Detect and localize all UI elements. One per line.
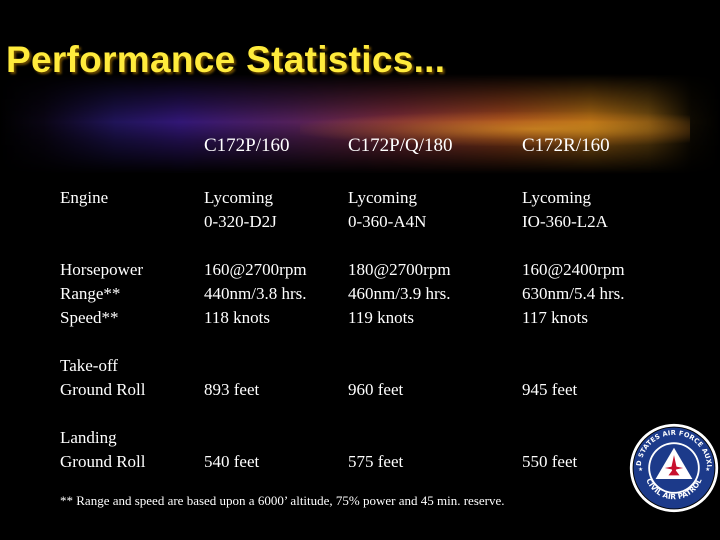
horsepower-c172r-160: 160@2400rpm [522,260,625,279]
speed-c172p-160: 118 knots [204,308,270,327]
row-label-landing-line2: Ground Roll [60,452,146,471]
footnote: ** Range and speed are based upon a 6000… [60,493,505,508]
landing-c172r-160: 550 feet [522,452,578,471]
engine-c172r-160-line2: IO-360-L2A [522,212,608,231]
takeoff-c172r-160: 945 feet [522,380,578,399]
column-header-c172r-160: C172R/160 [522,135,610,156]
row-label-range: Range** [60,284,121,303]
horsepower-c172p-160: 160@2700rpm [204,260,307,279]
landing-c172pq-180: 575 feet [348,452,404,471]
range-c172r-160: 630nm/5.4 hrs. [522,284,625,303]
page-title: Performance Statistics... [6,39,446,80]
takeoff-c172pq-180: 960 feet [348,380,404,399]
range-c172pq-180: 460nm/3.9 hrs. [348,284,451,303]
landing-c172p-160: 540 feet [204,452,260,471]
engine-c172p-160-line1: Lycoming [204,188,273,207]
speed-c172pq-180: 119 knots [348,308,414,327]
engine-c172pq-180-line2: 0-360-A4N [348,212,427,231]
range-c172p-160: 440nm/3.8 hrs. [204,284,307,303]
speed-c172r-160: 117 knots [522,308,588,327]
engine-c172r-160-line1: Lycoming [522,188,591,207]
title-glow-highlight [300,112,690,146]
engine-c172pq-180-line1: Lycoming [348,188,417,207]
svg-text:★: ★ [638,466,643,473]
row-label-horsepower: Horsepower [60,260,144,279]
row-label-takeoff-line2: Ground Roll [60,380,146,399]
row-label-speed: Speed** [60,308,119,327]
column-header-c172pq-180: C172P/Q/180 [348,135,453,156]
column-header-c172p-160: C172P/160 [204,135,290,156]
civil-air-patrol-seal-icon: UNITED STATES AIR FORCE AUXILIARY CIVIL … [628,422,720,514]
row-label-engine: Engine [60,188,109,207]
takeoff-c172p-160: 893 feet [204,380,260,399]
horsepower-c172pq-180: 180@2700rpm [348,260,451,279]
engine-c172p-160-line2: 0-320-D2J [204,212,277,231]
svg-text:★: ★ [705,466,710,473]
row-label-takeoff-line1: Take-off [60,356,118,375]
row-label-landing-line1: Landing [60,428,117,447]
